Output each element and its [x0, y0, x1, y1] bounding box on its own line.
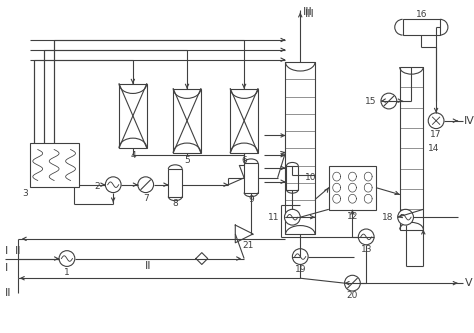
- Bar: [173, 89, 201, 153]
- Text: 13: 13: [360, 245, 372, 254]
- Text: 11: 11: [268, 213, 280, 222]
- Circle shape: [345, 275, 360, 291]
- Bar: [230, 89, 258, 153]
- Text: 4: 4: [130, 151, 136, 160]
- Bar: [329, 166, 376, 210]
- Text: 7: 7: [143, 194, 148, 203]
- Bar: [285, 62, 315, 234]
- Text: II: II: [145, 261, 151, 271]
- Bar: [402, 19, 440, 35]
- Text: I: I: [5, 246, 8, 256]
- Text: 14: 14: [428, 144, 439, 153]
- Bar: [400, 67, 423, 229]
- Text: 18: 18: [382, 213, 394, 222]
- Bar: [119, 84, 146, 148]
- Circle shape: [398, 209, 413, 225]
- Text: 5: 5: [184, 156, 190, 165]
- Circle shape: [284, 209, 300, 225]
- Bar: [29, 143, 79, 187]
- Text: 2: 2: [95, 182, 100, 191]
- Text: 9: 9: [248, 195, 254, 204]
- Text: 16: 16: [416, 10, 427, 19]
- Text: 21: 21: [242, 241, 254, 250]
- Text: II: II: [15, 246, 21, 256]
- Text: 15: 15: [365, 97, 376, 106]
- Circle shape: [292, 249, 308, 264]
- Circle shape: [428, 113, 444, 129]
- Text: 1: 1: [64, 268, 70, 277]
- Text: I: I: [5, 263, 8, 273]
- Text: 10: 10: [305, 173, 317, 182]
- Bar: [244, 163, 258, 192]
- Text: II: II: [5, 288, 11, 298]
- Text: IV: IV: [464, 116, 474, 126]
- Text: 19: 19: [294, 265, 306, 274]
- Circle shape: [105, 177, 121, 192]
- Circle shape: [59, 251, 75, 266]
- Text: III: III: [305, 9, 315, 19]
- Text: III: III: [303, 7, 313, 17]
- Text: 8: 8: [173, 199, 178, 208]
- Text: V: V: [465, 278, 472, 288]
- Text: 17: 17: [430, 130, 442, 139]
- Bar: [168, 169, 182, 196]
- Circle shape: [358, 229, 374, 245]
- Circle shape: [138, 177, 154, 192]
- Text: 20: 20: [347, 291, 358, 300]
- Text: 6: 6: [241, 156, 247, 165]
- Text: 12: 12: [347, 212, 358, 221]
- Circle shape: [381, 93, 397, 109]
- Bar: [286, 166, 298, 189]
- Text: 3: 3: [22, 188, 27, 197]
